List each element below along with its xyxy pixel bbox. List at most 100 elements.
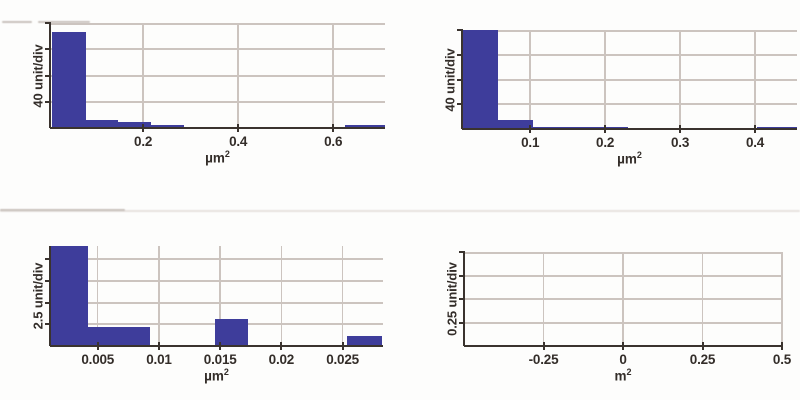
x-unit-base: µm <box>204 368 224 384</box>
y-axis-label: 2.5 unit/div <box>30 262 46 330</box>
v-gridline <box>679 30 681 129</box>
x-unit-label: µm2 <box>617 150 642 167</box>
x-tick-label: 0.02 <box>268 352 295 367</box>
x-tick-label: 0.015 <box>203 352 237 367</box>
histogram-bar <box>215 319 249 346</box>
x-unit-exponent: 2 <box>626 367 632 377</box>
artifact-smudge-top-2 <box>38 21 90 23</box>
histogram-bar <box>533 126 629 129</box>
h-gridline <box>462 78 797 81</box>
v-gridline <box>622 252 624 346</box>
v-gridline <box>158 246 160 346</box>
y-tick <box>45 74 51 77</box>
x-tick-label: 0.4 <box>745 135 765 150</box>
plot-top-border <box>462 30 797 32</box>
v-gridline <box>96 246 99 346</box>
v-gridline <box>529 30 531 129</box>
y-tick <box>45 100 51 103</box>
x-tick <box>142 124 145 132</box>
v-gridline <box>142 23 144 128</box>
histogram-bar <box>497 120 534 129</box>
v-gridline <box>701 252 704 346</box>
y-axis-label: 0.25 unit/div <box>444 262 460 336</box>
x-axis <box>50 345 383 347</box>
x-tick-label: -0.25 <box>528 352 559 367</box>
histogram-bar <box>757 126 797 129</box>
x-tick-label: 0.4 <box>229 134 248 149</box>
v-gridline <box>781 252 783 346</box>
x-tick <box>157 342 160 350</box>
v-gridline <box>237 23 239 128</box>
x-axis <box>50 127 385 129</box>
v-gridline <box>332 23 334 128</box>
h-gridline <box>50 74 385 77</box>
x-tick-label: 0 <box>619 352 627 367</box>
y-tick <box>459 274 465 277</box>
artifact-smudge-top-1 <box>2 21 32 23</box>
h-gridline <box>462 53 797 56</box>
x-tick <box>679 125 682 133</box>
y-tick <box>459 298 465 300</box>
y-tick <box>45 22 51 24</box>
x-tick-label: 0.3 <box>670 135 690 150</box>
histogram-bar <box>87 326 151 346</box>
v-gridline <box>341 246 344 346</box>
x-tick-label: 0.005 <box>81 352 115 367</box>
h-gridline <box>50 301 383 304</box>
x-unit-label: µm2 <box>205 149 230 166</box>
x-unit-exponent: 2 <box>223 367 229 377</box>
histogram-bar <box>51 31 87 128</box>
x-tick <box>219 342 222 350</box>
h-gridline <box>50 279 383 282</box>
x-unit-exponent: 2 <box>224 149 230 159</box>
v-gridline <box>280 246 283 346</box>
x-tick <box>96 342 99 350</box>
plot-area-bottom-left <box>45 246 383 350</box>
y-tick <box>459 321 465 324</box>
x-unit-label: µm2 <box>204 367 229 384</box>
v-gridline <box>219 246 221 346</box>
x-tick-label: 0.2 <box>134 134 153 149</box>
y-tick <box>45 301 51 304</box>
y-tick <box>45 258 51 261</box>
y-tick <box>457 78 463 81</box>
x-tick <box>237 124 240 132</box>
x-tick-label: 0.1 <box>521 135 540 150</box>
x-tick <box>781 342 783 350</box>
y-tick <box>45 279 51 282</box>
h-gridline <box>462 103 797 106</box>
x-tick-label: 0.5 <box>772 352 792 367</box>
x-tick <box>754 125 757 133</box>
histogram-bar <box>462 30 498 129</box>
x-unit-base: m <box>614 368 627 384</box>
x-tick <box>701 342 704 350</box>
artifact-line-middle <box>0 210 800 212</box>
y-axis-label: 40 unit/div <box>442 47 458 112</box>
y-tick <box>45 48 51 51</box>
x-unit-label: m2 <box>614 367 631 384</box>
y-tick <box>457 103 463 106</box>
y-tick <box>459 251 465 253</box>
y-axis <box>49 246 51 346</box>
histogram-bar <box>86 120 118 128</box>
x-tick <box>542 342 545 350</box>
h-gridline <box>50 100 385 103</box>
x-tick <box>529 125 532 133</box>
y-tick <box>457 29 463 31</box>
histogram-bar <box>151 125 184 128</box>
artifact-smudge-middle-left <box>0 209 125 211</box>
h-gridline <box>50 258 383 261</box>
x-tick <box>332 124 335 132</box>
x-tick <box>604 125 607 133</box>
v-gridline <box>542 252 545 346</box>
x-tick-label: 0.2 <box>596 135 615 150</box>
x-unit-base: µm <box>205 150 225 166</box>
h-gridline <box>50 48 385 51</box>
histogram-bar <box>50 246 88 346</box>
x-tick-label: 0.01 <box>146 352 172 367</box>
y-tick <box>457 53 463 56</box>
x-tick <box>280 342 283 350</box>
x-axis <box>462 128 797 130</box>
v-gridline <box>754 30 756 129</box>
x-tick <box>622 342 624 350</box>
